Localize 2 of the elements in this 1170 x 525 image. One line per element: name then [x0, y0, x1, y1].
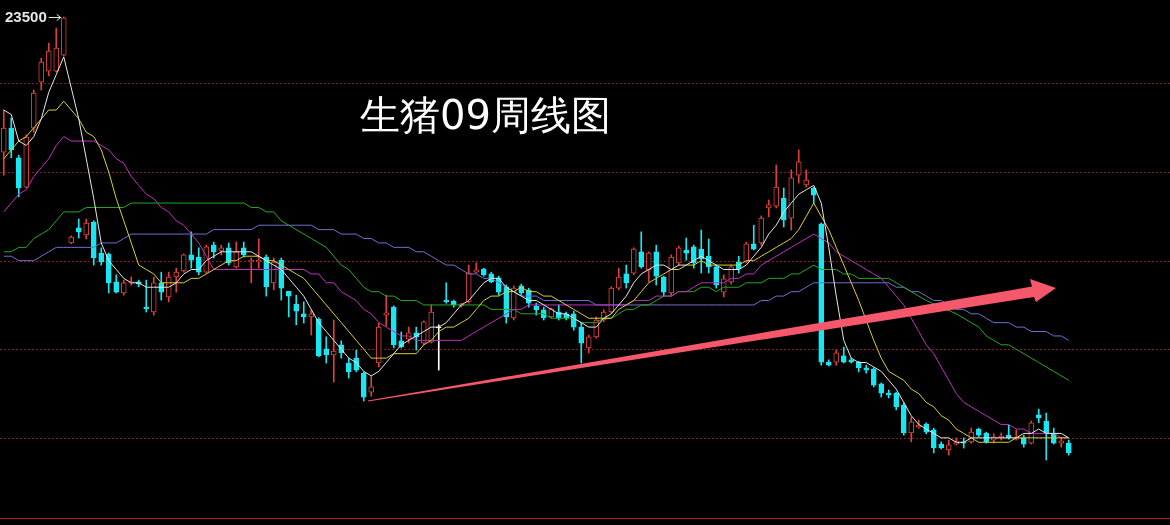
text: 生猪09周线图 — [360, 92, 611, 138]
annotation: 23500 — [5, 8, 47, 26]
